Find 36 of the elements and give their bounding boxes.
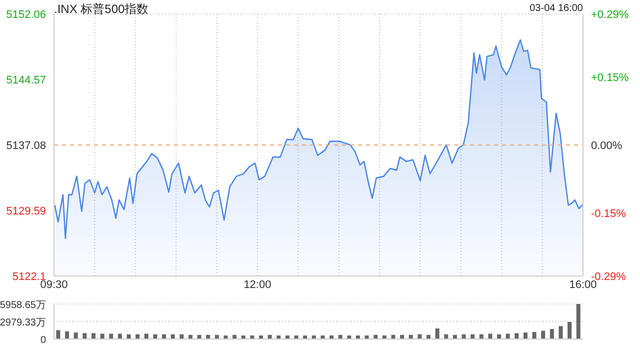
y-tick-label: 5144.57	[6, 74, 46, 86]
chart-title: .INX 标普500指数	[54, 1, 149, 18]
bar	[532, 332, 536, 339]
bar	[506, 334, 510, 339]
bar	[82, 333, 87, 339]
bar	[568, 322, 572, 339]
bar	[118, 334, 122, 339]
y2-tick-label: -0.15%	[591, 208, 626, 220]
bar	[541, 330, 546, 339]
y-tick-label: 0	[40, 335, 46, 346]
y-tick-label: 5129.59	[6, 206, 46, 218]
bar	[109, 334, 114, 339]
bar	[56, 330, 60, 339]
y-tick-label: 5137.08	[6, 140, 46, 152]
y-tick-label: 5152.06	[6, 9, 46, 21]
bar	[576, 304, 580, 339]
bar	[488, 334, 492, 339]
y-tick-label: 5958.65万	[0, 300, 46, 311]
x-tick-label: 09:30	[40, 279, 68, 291]
y2-tick-label: +0.15%	[591, 72, 629, 84]
bar	[65, 331, 70, 339]
bar	[558, 326, 563, 339]
bar	[523, 332, 528, 339]
y2-tick-label: 0.00%	[591, 140, 622, 152]
bar	[550, 329, 554, 339]
bar	[100, 334, 104, 339]
x-tick-label: 16:00	[569, 279, 597, 291]
y2-tick-label: +0.29%	[591, 9, 629, 21]
bar	[144, 334, 148, 339]
annotation: 03-04 16:00	[530, 3, 583, 14]
bar	[74, 332, 78, 339]
x-tick-label: 12:00	[244, 279, 272, 291]
y-tick-label: 2979.33万	[0, 318, 46, 328]
bar	[435, 328, 440, 339]
bar	[91, 333, 96, 339]
bar	[514, 333, 519, 339]
